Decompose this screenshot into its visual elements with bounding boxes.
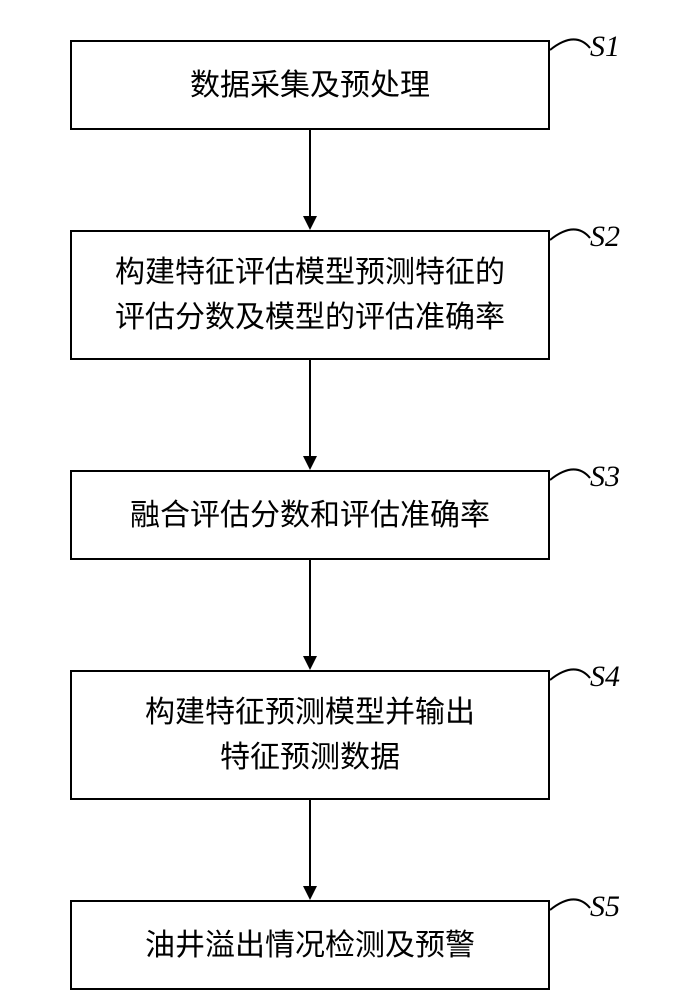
step-label-s2: S2 [590,220,620,254]
label-connector-s1 [550,39,590,50]
node-text: 融合评估分数和评估准确率 [130,493,490,538]
node-text: 构建特征预测模型并输出 特征预测数据 [145,690,475,780]
step-label-s1: S1 [590,30,620,64]
edge-s3-s4 [303,560,317,670]
node-text: 构建特征评估模型预测特征的 评估分数及模型的评估准确率 [115,250,505,340]
step-label-s4: S4 [590,660,620,694]
flow-node-s3: 融合评估分数和评估准确率 [70,470,550,560]
edge-s1-s2 [303,130,317,230]
flow-node-s5: 油井溢出情况检测及预警 [70,900,550,990]
label-connector-s4 [550,669,590,680]
node-text: 数据采集及预处理 [190,63,430,108]
edge-s2-s3 [303,360,317,470]
flowchart-container: 数据采集及预处理 S1 构建特征评估模型预测特征的 评估分数及模型的评估准确率 … [0,0,679,1000]
edge-s4-s5 [303,800,317,900]
label-connector-s3 [550,469,590,480]
node-text: 油井溢出情况检测及预警 [145,923,475,968]
step-label-s3: S3 [590,460,620,494]
step-label-s5: S5 [590,890,620,924]
flow-node-s2: 构建特征评估模型预测特征的 评估分数及模型的评估准确率 [70,230,550,360]
label-connector-s2 [550,229,590,240]
flow-node-s1: 数据采集及预处理 [70,40,550,130]
label-connector-s5 [550,899,590,910]
flow-node-s4: 构建特征预测模型并输出 特征预测数据 [70,670,550,800]
